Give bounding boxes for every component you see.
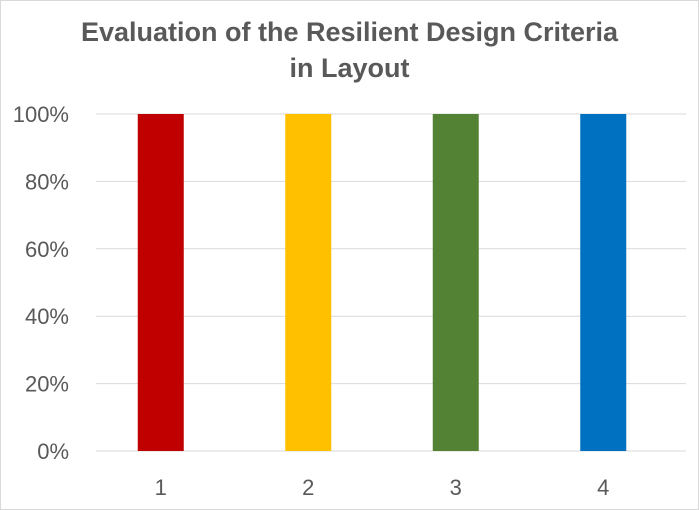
y-tick-label: 0% <box>37 439 69 464</box>
y-tick-label: 100% <box>13 102 69 127</box>
x-tick-label: 2 <box>302 475 314 500</box>
bar-3 <box>432 114 479 451</box>
y-axis-tick-labels: 0% 20% 40% 60% 80% 100% <box>13 102 69 464</box>
y-tick-label: 60% <box>25 237 69 262</box>
y-tick-label: 80% <box>25 169 69 194</box>
bar-1 <box>137 114 184 451</box>
x-axis-tick-labels: 1 2 3 4 <box>155 475 610 500</box>
bar-2 <box>285 114 332 451</box>
chart-title-line-1: Evaluation of the Resilient Design Crite… <box>80 17 619 47</box>
x-tick-label: 4 <box>597 475 609 500</box>
y-tick-label: 40% <box>25 304 69 329</box>
bars <box>137 114 627 451</box>
chart-title: Evaluation of the Resilient Design Crite… <box>0 14 699 86</box>
y-tick-label: 20% <box>25 372 69 397</box>
x-tick-label: 1 <box>155 475 167 500</box>
x-tick-label: 3 <box>450 475 462 500</box>
chart-title-line-2: in Layout <box>289 53 410 83</box>
bar-4 <box>580 114 627 451</box>
